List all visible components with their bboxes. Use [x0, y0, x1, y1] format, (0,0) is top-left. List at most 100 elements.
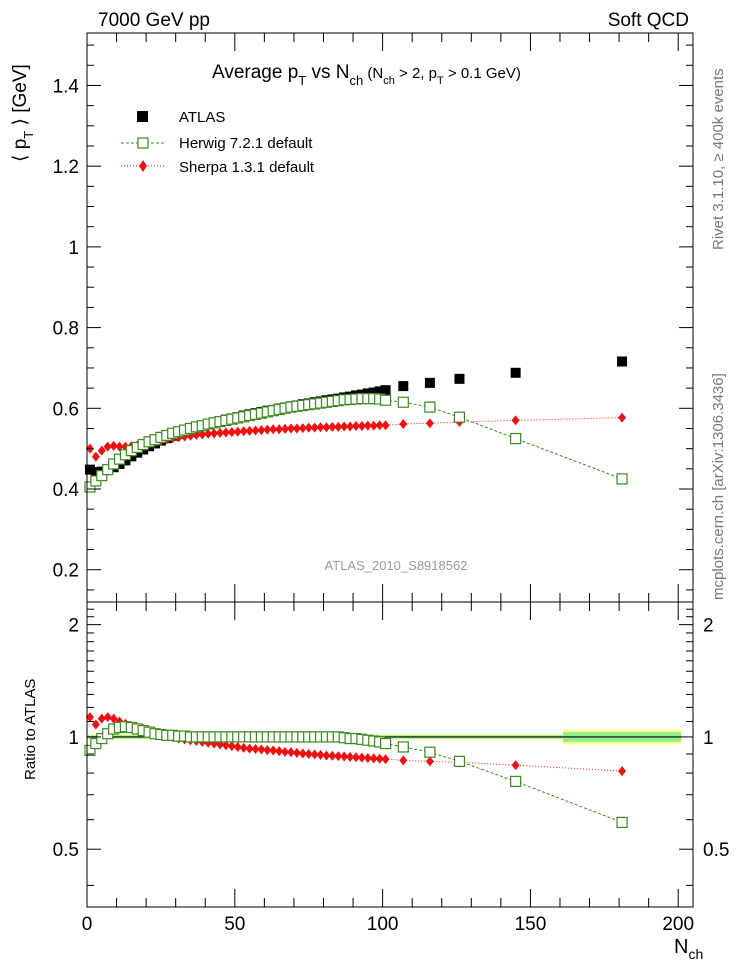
y-tick-label: 0.8: [53, 319, 79, 340]
chart-title: Average pT vs Nch (Nch > 2, pT > 0.1 GeV…: [212, 62, 521, 88]
y-axis-label: ⟨ pT ⟩ [GeV]: [10, 64, 36, 162]
main-panel-marks: [84, 356, 628, 493]
sherpa-point: [97, 445, 106, 456]
ratio-panel-ticks: 0.5 0.5 1 1 2 2 0 50 100 150 200: [53, 602, 729, 935]
sherpa-point: [298, 423, 307, 434]
sherpa-ratio-point: [381, 754, 390, 765]
herwig-point: [424, 401, 436, 413]
sherpa-ratio-point: [298, 748, 307, 759]
sherpa-ratio-point: [281, 746, 290, 757]
sherpa-ratio-point: [263, 745, 272, 756]
sherpa-ratio-point: [316, 749, 325, 760]
sherpa-point: [227, 427, 236, 438]
sherpa-point: [91, 451, 100, 462]
sherpa-point: [251, 425, 260, 436]
sherpa-ratio-point: [97, 713, 106, 724]
sherpa-point: [346, 421, 355, 432]
ratio-y-tick-label-right: 1: [703, 728, 714, 749]
header-left-label: 7000 GeV pp: [98, 10, 210, 31]
atlas-point: [454, 373, 465, 384]
sherpa-point: [328, 421, 337, 432]
sherpa-ratio-point: [103, 712, 112, 723]
ratio-y-tick-label: 1: [68, 728, 79, 749]
herwig-ratio-point: [424, 746, 436, 758]
herwig-point: [102, 464, 114, 476]
x-axis-label: Nch: [674, 936, 703, 962]
sherpa-point: [109, 440, 118, 451]
y-tick-label: 0.6: [53, 399, 79, 420]
sherpa-ratio-point: [334, 751, 343, 762]
atlas-point: [120, 455, 131, 466]
atlas-point: [84, 464, 95, 475]
herwig-point: [96, 470, 108, 482]
sherpa-point: [357, 421, 366, 432]
sherpa-ratio-point: [369, 753, 378, 764]
atlas-point: [90, 467, 101, 478]
sherpa-point: [304, 422, 313, 433]
sherpa-point: [216, 427, 225, 438]
atlas-point: [374, 386, 385, 397]
sherpa-point: [269, 424, 278, 435]
sherpa-point: [257, 425, 266, 436]
x-tick-label: 50: [224, 914, 245, 935]
herwig-point: [616, 473, 628, 485]
main-panel-frame: [86, 32, 694, 603]
sherpa-point: [245, 425, 254, 436]
x-tick-label: 200: [662, 914, 694, 935]
sherpa-point: [369, 420, 378, 431]
ratio-panel-marks: [84, 712, 628, 829]
sherpa-point: [263, 424, 272, 435]
herwig-ratio-point: [510, 775, 522, 787]
legend-herwig-label: Herwig 7.2.1 default: [179, 135, 313, 152]
sherpa-ratio-point: [239, 742, 248, 753]
mcplots-label: mcplots.cern.ch [arXiv:1306.3436]: [710, 373, 727, 600]
sherpa-ratio-point: [85, 712, 94, 723]
y-tick-label: 0.4: [53, 480, 80, 501]
sherpa-point: [286, 423, 295, 434]
sherpa-point: [381, 420, 390, 431]
sherpa-ratio-point: [340, 751, 349, 762]
y-tick-label: 1.4: [53, 76, 80, 97]
sherpa-point: [334, 421, 343, 432]
sherpa-ratio-point: [233, 741, 242, 752]
herwig-point: [397, 396, 409, 408]
main-panel-ticks: 0.2 0.4 0.6 0.8 1 1.2 1.4: [53, 33, 693, 602]
sherpa-ratio-point: [363, 753, 372, 764]
sherpa-point: [425, 418, 434, 429]
herwig-point: [379, 394, 392, 406]
header-right-label: Soft QCD: [608, 10, 689, 31]
sherpa-ratio-point: [322, 750, 331, 761]
sherpa-point: [322, 422, 331, 433]
sherpa-ratio-point: [275, 746, 284, 757]
sherpa-ratio-point: [109, 713, 118, 724]
ratio-panel-frame: [86, 601, 694, 908]
ratio-y-axis-label: Ratio to ATLAS: [22, 679, 39, 780]
sherpa-point: [210, 428, 219, 439]
sherpa-ratio-point: [286, 747, 295, 758]
x-tick-label: 150: [515, 914, 547, 935]
herwig-ratio-point: [84, 744, 96, 757]
atlas-point: [368, 387, 379, 398]
herwig-ratio-point: [397, 741, 409, 753]
sherpa-point: [221, 427, 230, 438]
sherpa-point: [310, 422, 319, 433]
y-tick-label: 1: [68, 238, 79, 259]
legend-atlas-marker: [137, 111, 148, 122]
atlas-point: [126, 451, 137, 462]
sherpa-point: [292, 423, 301, 434]
sherpa-ratio-point: [375, 753, 384, 764]
sherpa-ratio-point: [257, 744, 266, 755]
legend-sherpa-label: Sherpa 1.3.1 default: [179, 159, 315, 176]
sherpa-ratio-point: [245, 743, 254, 754]
legend-atlas-label: ATLAS: [179, 109, 225, 126]
legend-herwig-marker: [137, 137, 149, 149]
sherpa-ratio-point: [357, 752, 366, 763]
sherpa-ratio-point: [425, 756, 434, 767]
sherpa-ratio-point: [91, 719, 100, 730]
herwig-ratio-point: [453, 755, 466, 767]
sherpa-ratio-point: [352, 752, 361, 763]
sherpa-point: [340, 421, 349, 432]
legend-sherpa-marker: [139, 160, 147, 172]
x-tick-label: 100: [367, 914, 399, 935]
